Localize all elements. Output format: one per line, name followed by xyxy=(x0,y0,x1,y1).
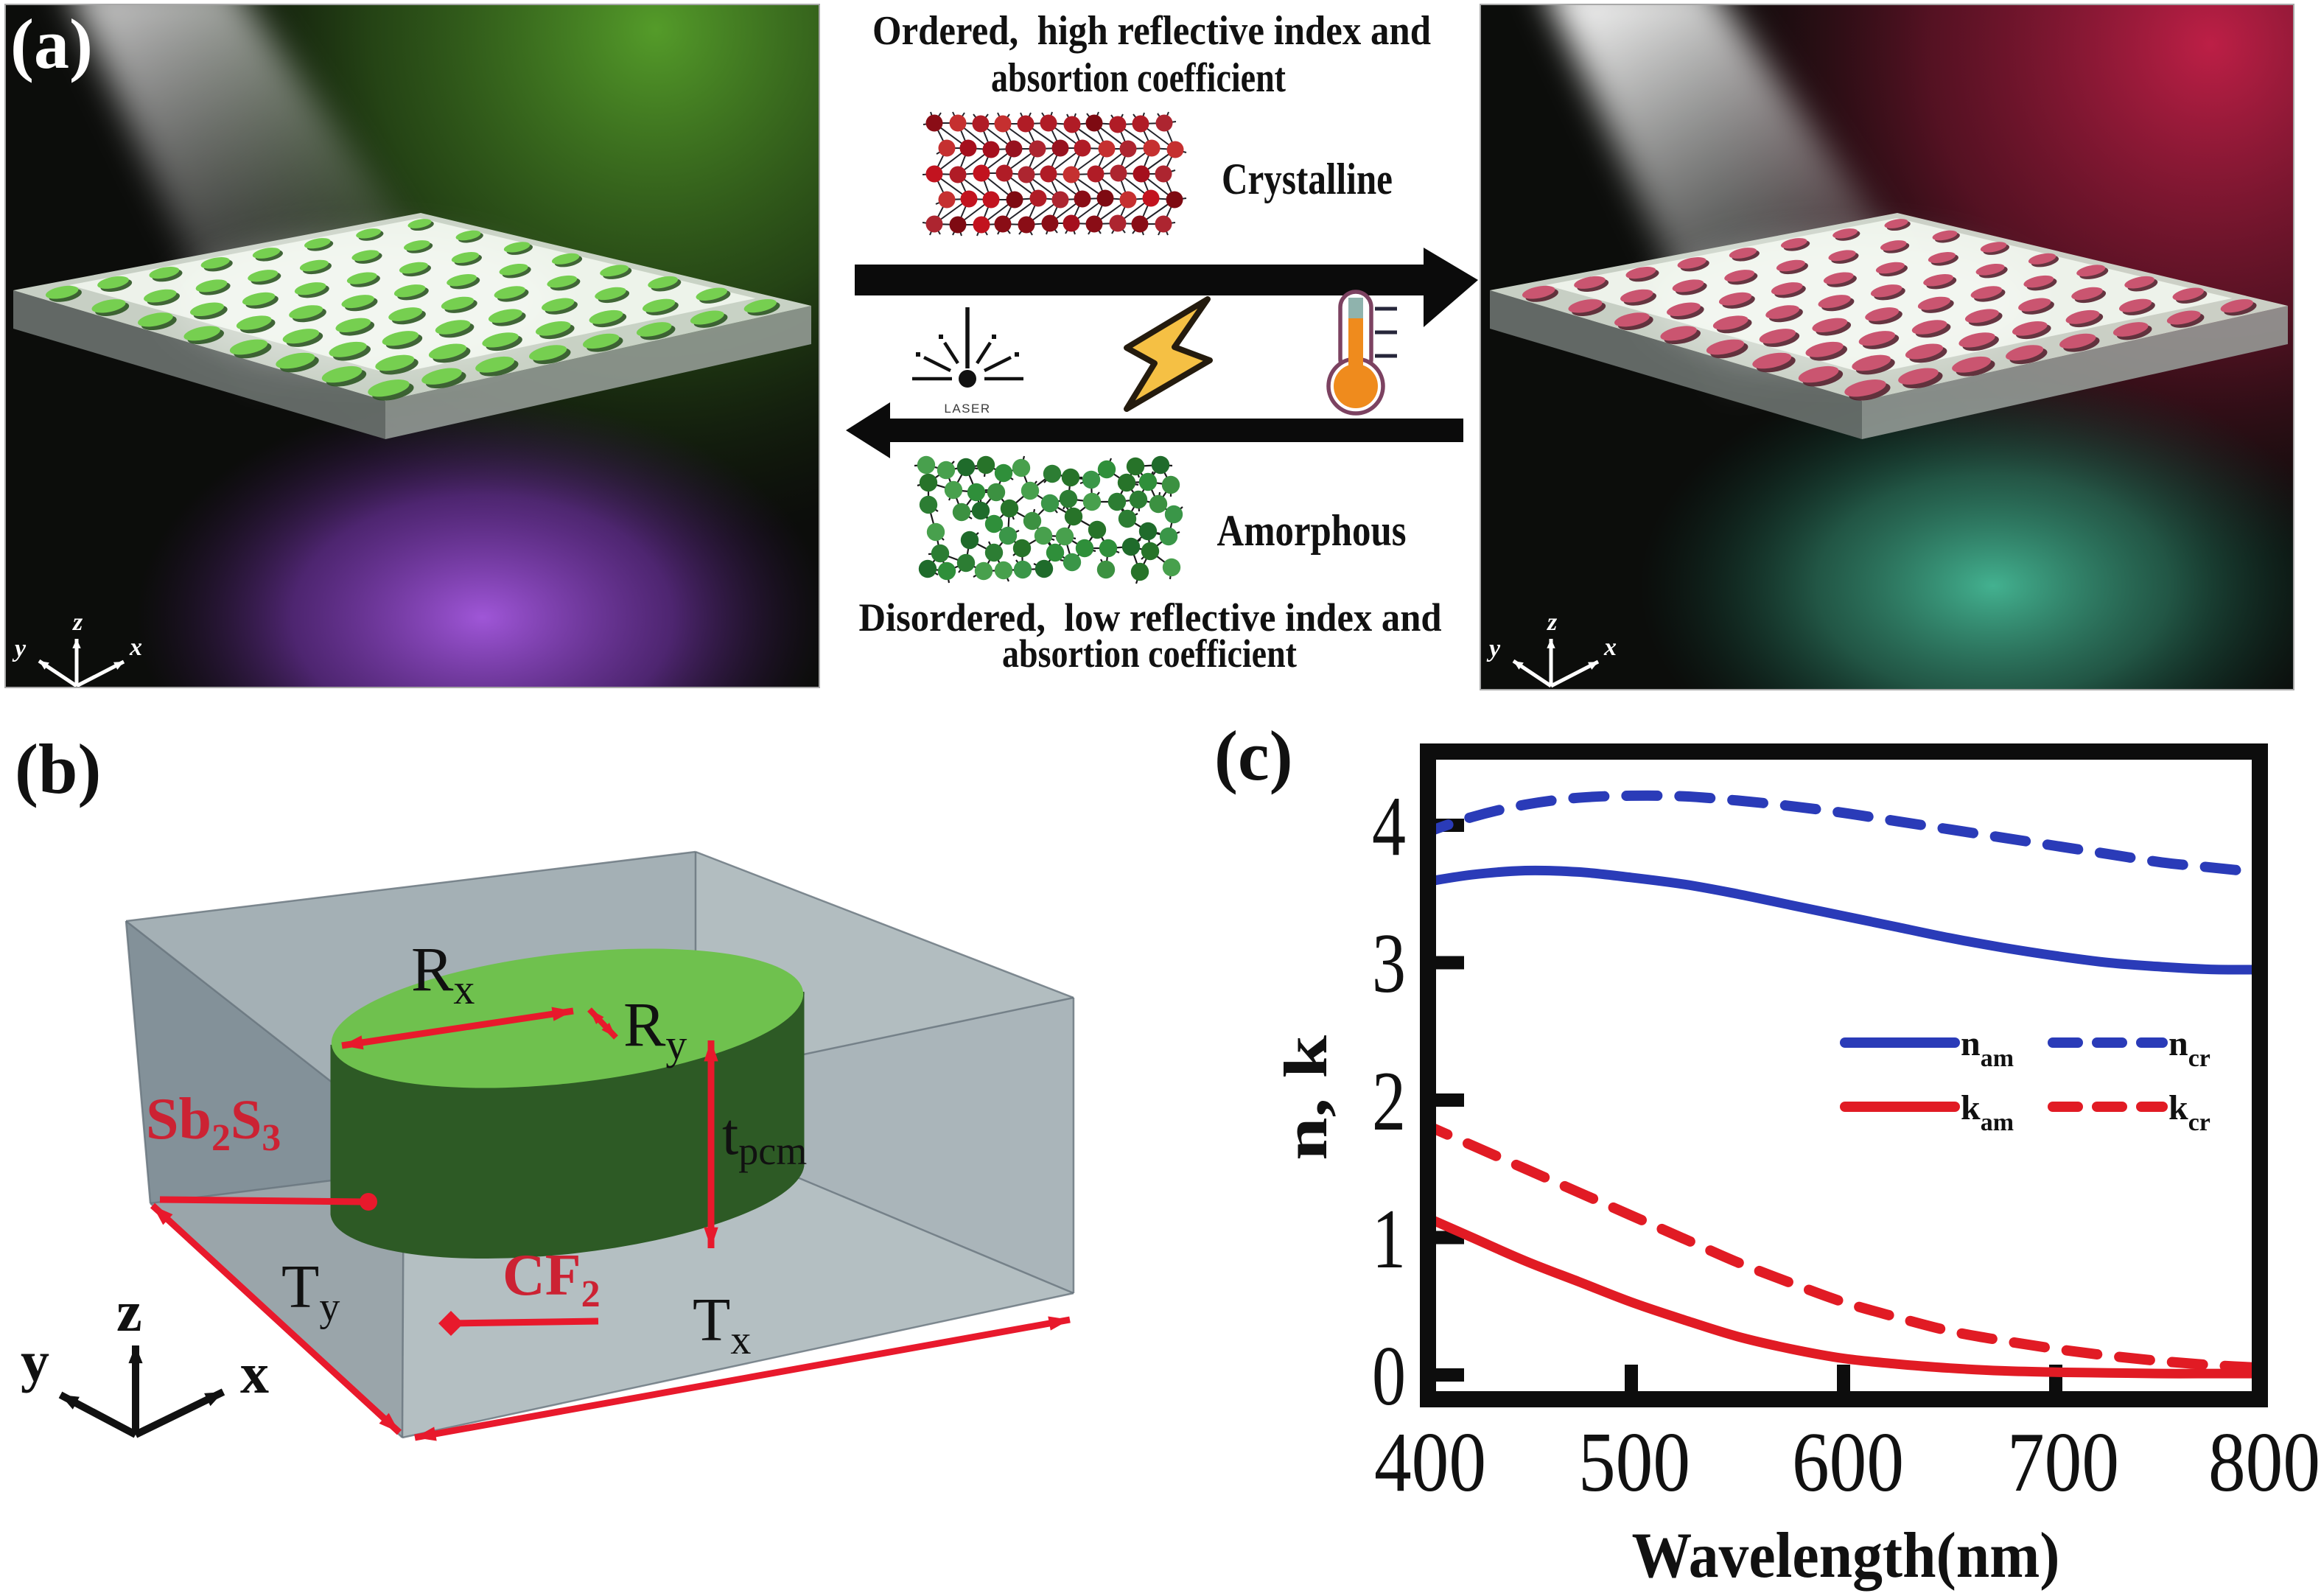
svg-text:Disordered, low reflective in: Disordered, low reflective index and xyxy=(859,595,1442,640)
svg-text:1: 1 xyxy=(1372,1192,1406,1286)
svg-text:y: y xyxy=(1486,635,1501,662)
svg-text:500: 500 xyxy=(1578,1415,1690,1509)
svg-text:z: z xyxy=(72,609,83,636)
svg-text:(c): (c) xyxy=(1214,716,1293,795)
svg-text:absortion coefficient: absortion coefficient xyxy=(991,55,1286,101)
svg-text:(a): (a) xyxy=(10,4,93,83)
svg-text:x: x xyxy=(129,634,142,661)
svg-text:400: 400 xyxy=(1374,1415,1486,1509)
svg-text:y: y xyxy=(21,1329,49,1393)
svg-text:LASER: LASER xyxy=(944,402,990,416)
svg-text:2: 2 xyxy=(1372,1054,1406,1148)
svg-text:z: z xyxy=(116,1279,142,1343)
svg-text:z: z xyxy=(1547,609,1558,636)
svg-text:800: 800 xyxy=(2208,1415,2320,1509)
svg-text:(b): (b) xyxy=(15,729,101,808)
svg-text:Crystalline: Crystalline xyxy=(1222,155,1393,203)
svg-text:absortion coefficient: absortion coefficient xyxy=(1002,631,1297,676)
svg-text:Amorphous: Amorphous xyxy=(1217,506,1407,555)
svg-text:x: x xyxy=(240,1341,269,1405)
svg-text:4: 4 xyxy=(1372,780,1406,873)
svg-text:3: 3 xyxy=(1372,917,1406,1010)
svg-text:y: y xyxy=(12,635,27,662)
svg-text:Wavelength(nm): Wavelength(nm) xyxy=(1632,1520,2060,1592)
svg-text:0: 0 xyxy=(1372,1329,1406,1423)
svg-text:n, k: n, k xyxy=(1272,1035,1340,1161)
svg-text:600: 600 xyxy=(1792,1415,1904,1509)
svg-text:700: 700 xyxy=(2007,1415,2119,1509)
svg-text:Ordered, high reflective inde: Ordered, high reflective index and xyxy=(872,8,1431,54)
svg-text:x: x xyxy=(1603,634,1617,661)
